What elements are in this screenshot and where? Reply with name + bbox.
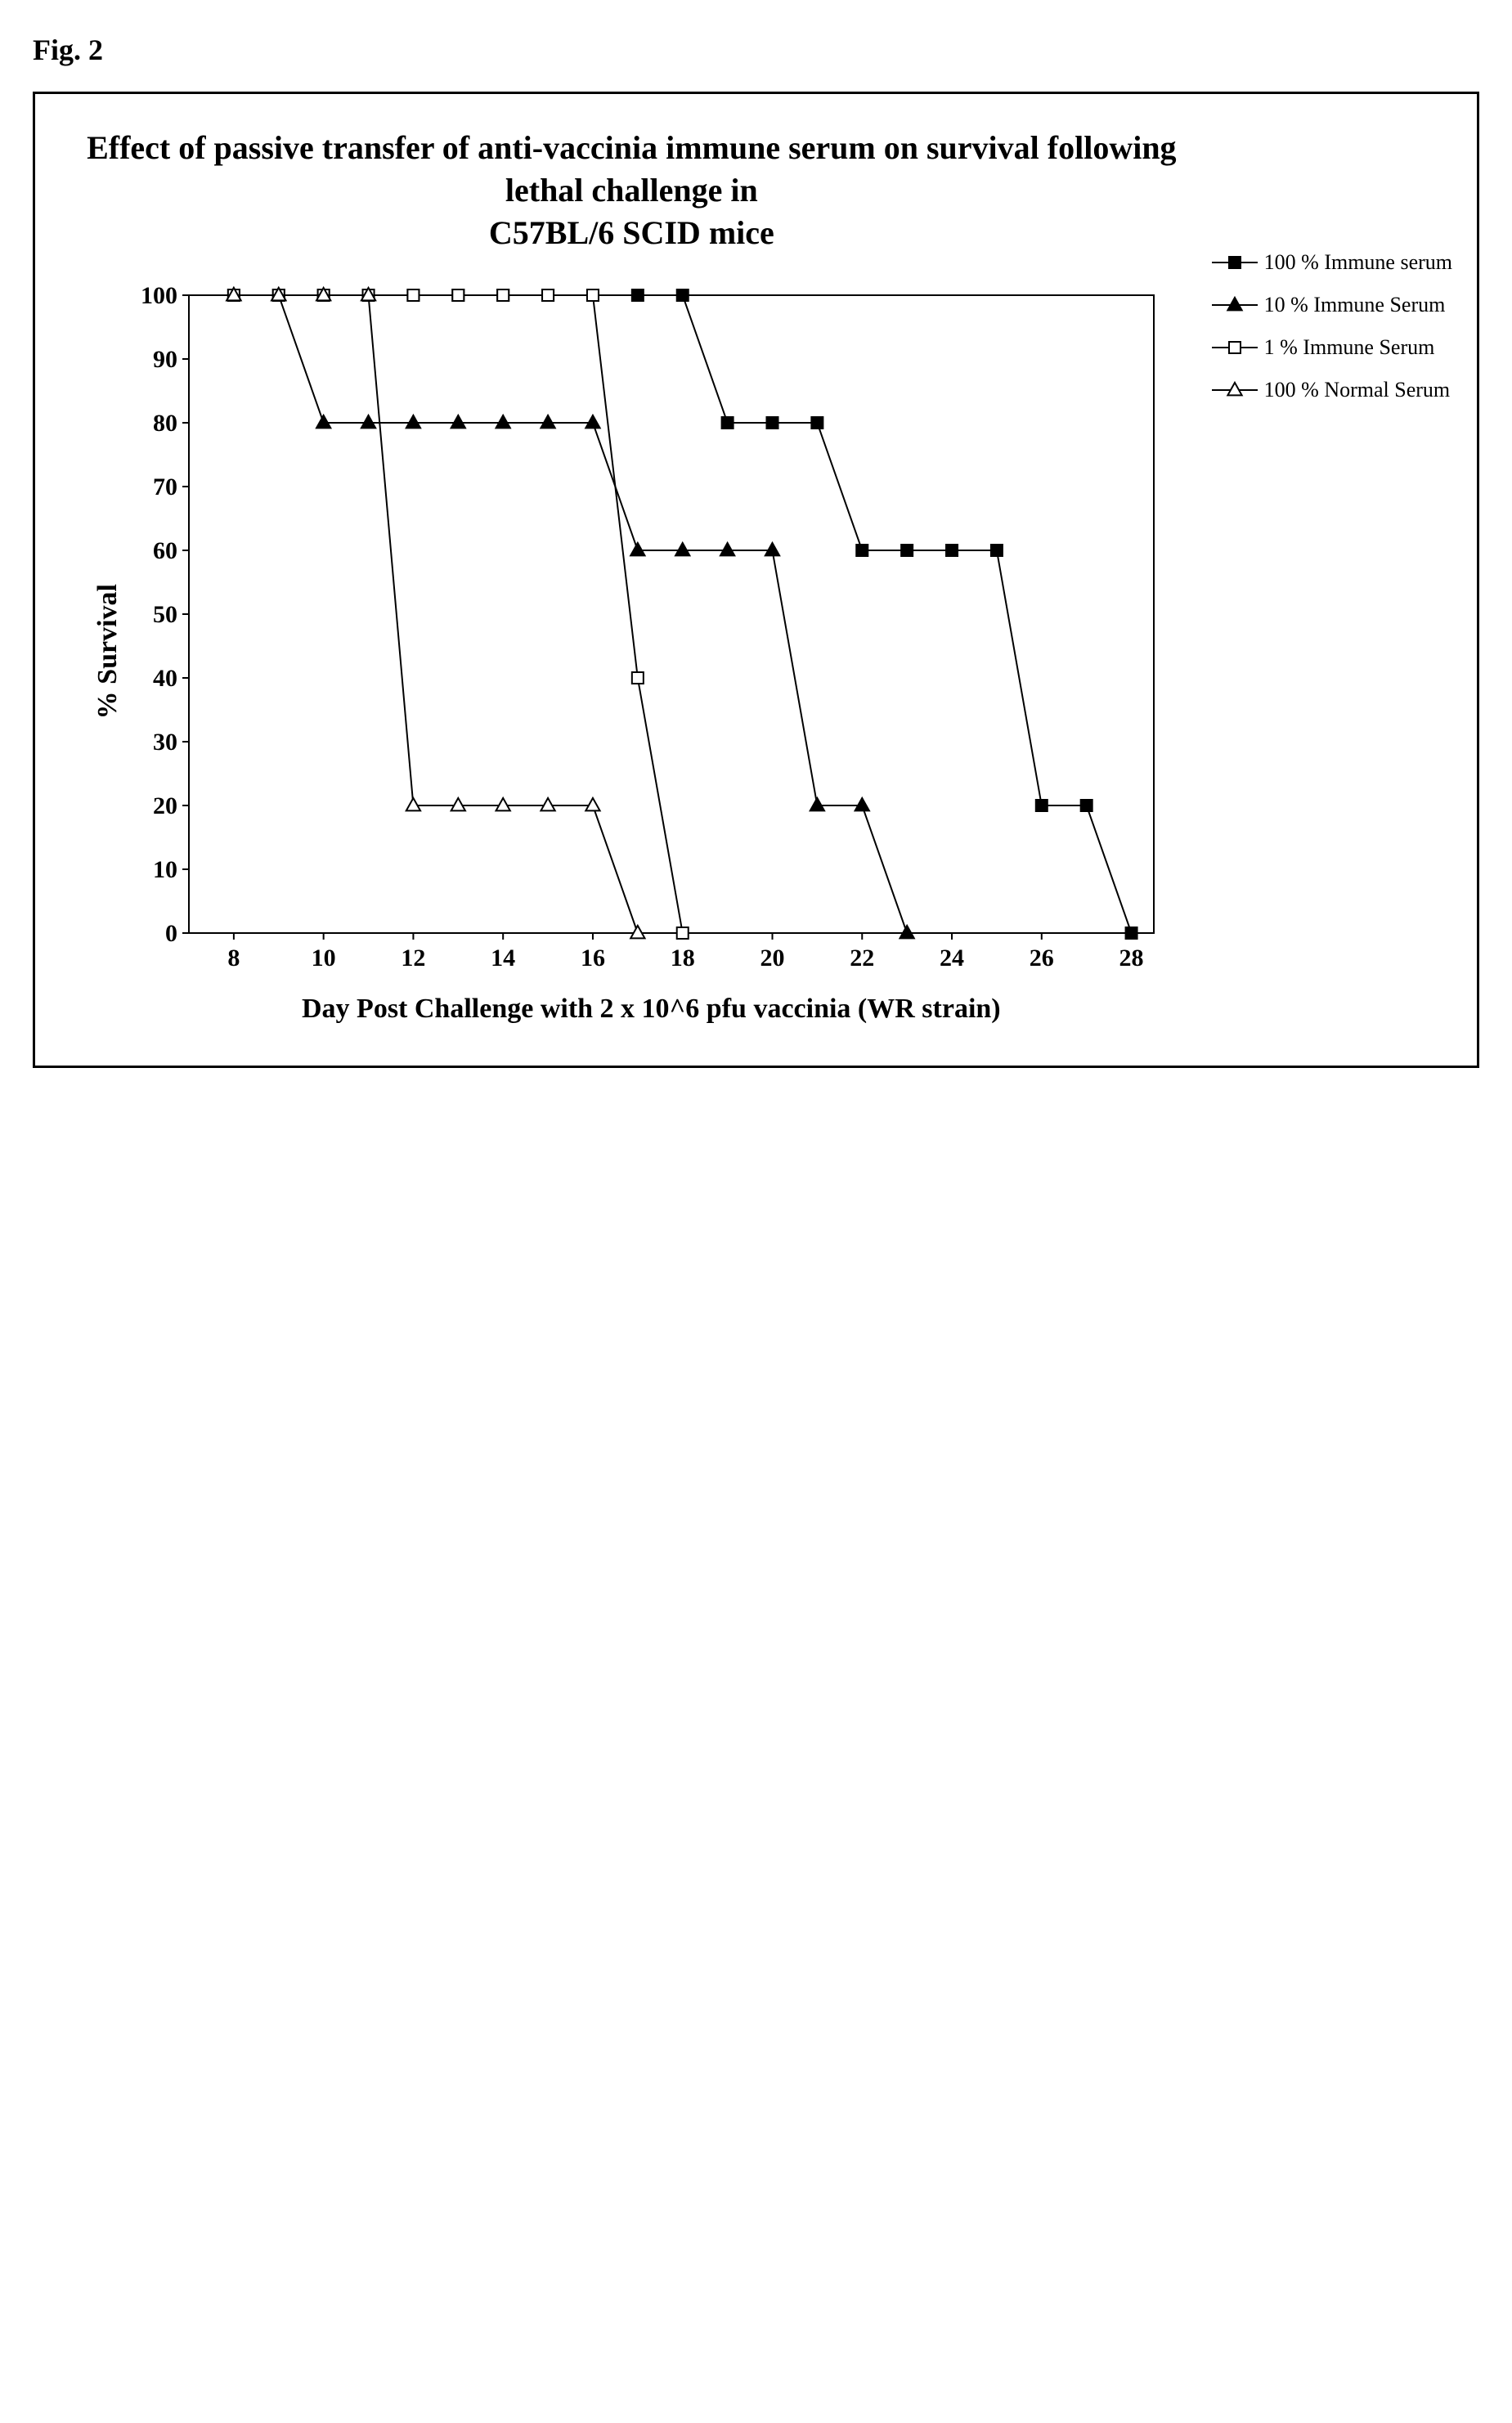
chart-column: Effect of passive transfer of anti-vacci…: [60, 127, 1204, 1025]
legend: 100 % Immune serum10 % Immune Serum1 % I…: [1212, 241, 1452, 411]
x-axis-label: Day Post Challenge with 2 x 10^6 pfu vac…: [132, 994, 1170, 1025]
legend-label: 100 % Immune serum: [1264, 241, 1452, 284]
svg-text:0: 0: [165, 920, 177, 947]
y-axis-label: % Survival: [92, 584, 123, 719]
survival-chart: 0 10 20 30 40 50 60 70 80 90 100 8 10 12 14 16 18 20 22 24 2…: [132, 279, 1170, 982]
chart-title-line1: Effect of passive transfer of anti-vacci…: [87, 129, 1176, 209]
svg-text:70: 70: [153, 473, 177, 500]
legend-item: 100 % Normal Serum: [1212, 369, 1452, 411]
svg-text:30: 30: [153, 729, 177, 756]
legend-swatch: [1212, 253, 1258, 272]
svg-text:12: 12: [402, 945, 426, 971]
svg-text:22: 22: [850, 945, 875, 971]
svg-text:20: 20: [153, 792, 177, 819]
svg-text:80: 80: [153, 410, 177, 437]
chart-title-line2: C57BL/6 SCID mice: [489, 214, 774, 251]
legend-item: 100 % Immune serum: [1212, 241, 1452, 284]
legend-label: 1 % Immune Serum: [1264, 326, 1435, 369]
legend-swatch: [1212, 338, 1258, 357]
svg-text:18: 18: [671, 945, 695, 971]
svg-text:10: 10: [153, 856, 177, 883]
svg-text:14: 14: [491, 945, 516, 971]
chart-wrap: % Survival 0 10 20 30 40 50 60 70 80 90 100 8 10 12 14…: [92, 279, 1170, 1025]
svg-text:90: 90: [153, 346, 177, 373]
legend-swatch: [1212, 380, 1258, 400]
svg-text:28: 28: [1119, 945, 1144, 971]
svg-text:100: 100: [141, 282, 177, 309]
svg-text:60: 60: [153, 537, 177, 564]
figure-label: Fig. 2: [33, 33, 1479, 67]
legend-swatch: [1212, 295, 1258, 315]
legend-label: 10 % Immune Serum: [1264, 284, 1446, 326]
legend-item: 1 % Immune Serum: [1212, 326, 1452, 369]
plot-container: 0 10 20 30 40 50 60 70 80 90 100 8 10 12 14 16 18 20 22 24 2…: [132, 279, 1170, 1025]
svg-text:10: 10: [312, 945, 336, 971]
svg-text:50: 50: [153, 601, 177, 628]
svg-text:8: 8: [228, 945, 240, 971]
svg-text:40: 40: [153, 665, 177, 692]
svg-text:24: 24: [940, 945, 964, 971]
svg-text:16: 16: [581, 945, 605, 971]
legend-item: 10 % Immune Serum: [1212, 284, 1452, 326]
page: Fig. 2 Effect of passive transfer of ant…: [33, 33, 1479, 1068]
chart-title: Effect of passive transfer of anti-vacci…: [60, 127, 1204, 254]
chart-frame: Effect of passive transfer of anti-vacci…: [33, 92, 1479, 1068]
svg-text:20: 20: [760, 945, 785, 971]
legend-label: 100 % Normal Serum: [1264, 369, 1450, 411]
svg-text:26: 26: [1030, 945, 1054, 971]
